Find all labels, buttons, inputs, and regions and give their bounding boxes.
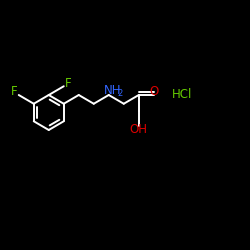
Text: NH: NH bbox=[104, 84, 121, 97]
Text: F: F bbox=[65, 77, 71, 90]
Text: F: F bbox=[10, 85, 17, 98]
Text: 2: 2 bbox=[117, 88, 122, 98]
Text: OH: OH bbox=[130, 123, 148, 136]
Text: O: O bbox=[149, 85, 158, 98]
Text: HCl: HCl bbox=[172, 88, 193, 102]
